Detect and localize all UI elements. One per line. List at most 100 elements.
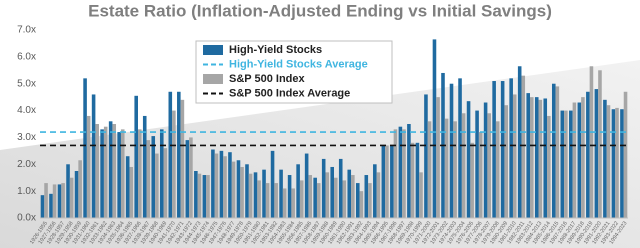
bar [78, 160, 82, 218]
bar [316, 183, 321, 218]
bar [245, 164, 249, 218]
y-tick-label: 5.0x [17, 78, 36, 89]
bar [66, 164, 70, 218]
bar [509, 78, 513, 218]
bar [453, 121, 457, 218]
bar [500, 81, 505, 219]
bar [555, 86, 560, 219]
bar [475, 110, 479, 218]
legend-label: S&P 500 Index Average [229, 87, 350, 99]
bar [86, 115, 91, 218]
bar [444, 118, 449, 218]
bar [202, 175, 207, 218]
bar [138, 129, 142, 218]
bar [248, 173, 253, 218]
bar [470, 142, 474, 218]
bar [129, 166, 134, 218]
bar [589, 66, 594, 218]
bar [197, 173, 202, 218]
bar [390, 145, 394, 218]
bar [95, 124, 99, 218]
bar [177, 91, 181, 218]
bar [100, 129, 104, 218]
bar [172, 110, 176, 218]
bar [355, 183, 360, 218]
bar [134, 95, 138, 218]
bar [146, 140, 151, 218]
bar [185, 140, 190, 218]
bar [373, 164, 377, 218]
bar [564, 110, 568, 218]
bar [620, 109, 624, 218]
bar [461, 113, 466, 218]
bar [103, 126, 108, 218]
bar [359, 191, 364, 218]
bar [155, 153, 159, 218]
bar [270, 150, 275, 218]
bar [274, 183, 278, 218]
bar [402, 129, 406, 218]
bar [163, 148, 168, 218]
bar [142, 115, 147, 218]
bar [466, 101, 471, 218]
bar [44, 183, 48, 218]
bar [49, 193, 53, 218]
bar [381, 145, 386, 218]
bar [112, 124, 117, 218]
bar [487, 113, 491, 218]
y-tick-label: 0.0x [17, 213, 36, 224]
bar [410, 142, 415, 218]
bar [351, 175, 355, 218]
bar [347, 169, 352, 218]
bar [304, 153, 309, 218]
bar [338, 158, 343, 218]
bar [560, 110, 565, 218]
y-tick-label: 2.0x [17, 159, 36, 170]
bar [180, 99, 185, 218]
bar [432, 39, 437, 219]
bar [594, 89, 599, 218]
bar [83, 78, 87, 218]
y-tick-label: 1.0x [17, 186, 36, 197]
bar [308, 175, 313, 218]
chart-title: Estate Ratio (Inflation-Adjusted Ending … [88, 1, 552, 20]
bar [538, 99, 543, 218]
bar [407, 124, 411, 218]
bar [74, 171, 79, 218]
bar [189, 137, 193, 218]
bar [427, 121, 432, 218]
bar [368, 183, 372, 218]
bar [168, 91, 173, 218]
legend-label: High-Yield Stocks [229, 44, 322, 56]
bar [231, 161, 236, 218]
bar [603, 99, 607, 218]
y-tick-label: 6.0x [17, 51, 36, 62]
bar [228, 152, 232, 218]
bar [547, 115, 551, 218]
bar [398, 126, 403, 218]
bar [279, 169, 283, 218]
legend: High-Yield Stocks High-Yield Stocks Avera… [195, 40, 393, 104]
legend-swatch [203, 45, 223, 55]
bar [504, 105, 509, 218]
bar [108, 121, 113, 218]
bar [223, 156, 227, 218]
bar [364, 175, 369, 218]
bar [436, 97, 440, 218]
bar [530, 97, 534, 218]
y-tick-label: 4.0x [17, 105, 36, 116]
bar [299, 180, 304, 218]
bar [330, 166, 334, 218]
legend-label: High-Yield Stocks Average [229, 58, 368, 70]
y-tick-label: 3.0x [17, 132, 36, 143]
bar [424, 94, 428, 218]
bar [611, 109, 616, 218]
bar [615, 107, 619, 218]
bar [572, 102, 577, 218]
bar [265, 183, 270, 218]
y-tick-label: 7.0x [17, 25, 36, 36]
bar [262, 169, 266, 218]
bar [415, 142, 420, 218]
legend-swatch [203, 74, 223, 84]
